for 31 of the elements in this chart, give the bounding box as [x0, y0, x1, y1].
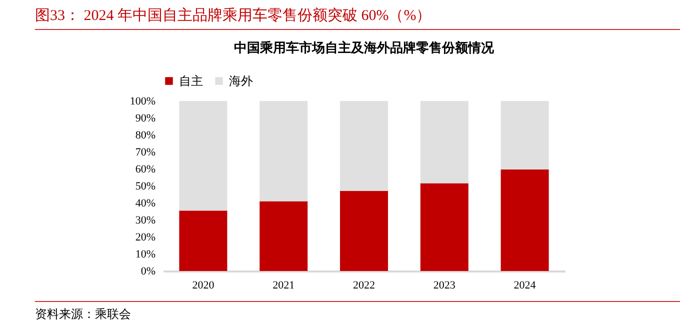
- bar: [179, 101, 228, 211]
- x-tick-label: 2024: [514, 280, 536, 292]
- text: 资料来源：乘联会: [35, 301, 680, 323]
- y-tick-label: 60%: [135, 164, 156, 176]
- bar: [500, 169, 549, 271]
- bar: [340, 101, 388, 191]
- chart-subtitle: 中国乘用车市场自主及海外品牌零售份额情况: [233, 39, 495, 57]
- x-tick-label: 2020: [192, 280, 215, 292]
- y-tick-label: 10%: [135, 248, 156, 260]
- bar: [179, 210, 228, 271]
- bar: [340, 190, 388, 271]
- y-tick-label: 80%: [135, 130, 156, 142]
- legend-label: 自主: [179, 74, 203, 88]
- x-tick-label: 2021: [272, 280, 295, 292]
- y-tick-label: 70%: [135, 146, 156, 158]
- bar: [260, 101, 308, 202]
- x-tick-label: 2023: [433, 280, 456, 292]
- y-tick-label: 50%: [135, 180, 156, 192]
- y-tick-label: 90%: [135, 112, 156, 124]
- y-tick-label: 20%: [135, 232, 156, 244]
- y-tick-label: 100%: [130, 96, 156, 108]
- bar: [420, 183, 468, 271]
- bar: [260, 201, 308, 271]
- y-tick-label: 0%: [140, 266, 156, 278]
- y-tick-label: 40%: [135, 198, 156, 210]
- y-tick-label: 30%: [135, 214, 156, 226]
- bar: [420, 101, 468, 184]
- x-tick-label: 2022: [353, 280, 375, 292]
- legend-label: 海外: [229, 74, 253, 88]
- chart-title: 图33： 2024 年中国自主品牌乘用车零售份额突破 60%（%）: [35, 4, 680, 30]
- bar: [500, 101, 549, 170]
